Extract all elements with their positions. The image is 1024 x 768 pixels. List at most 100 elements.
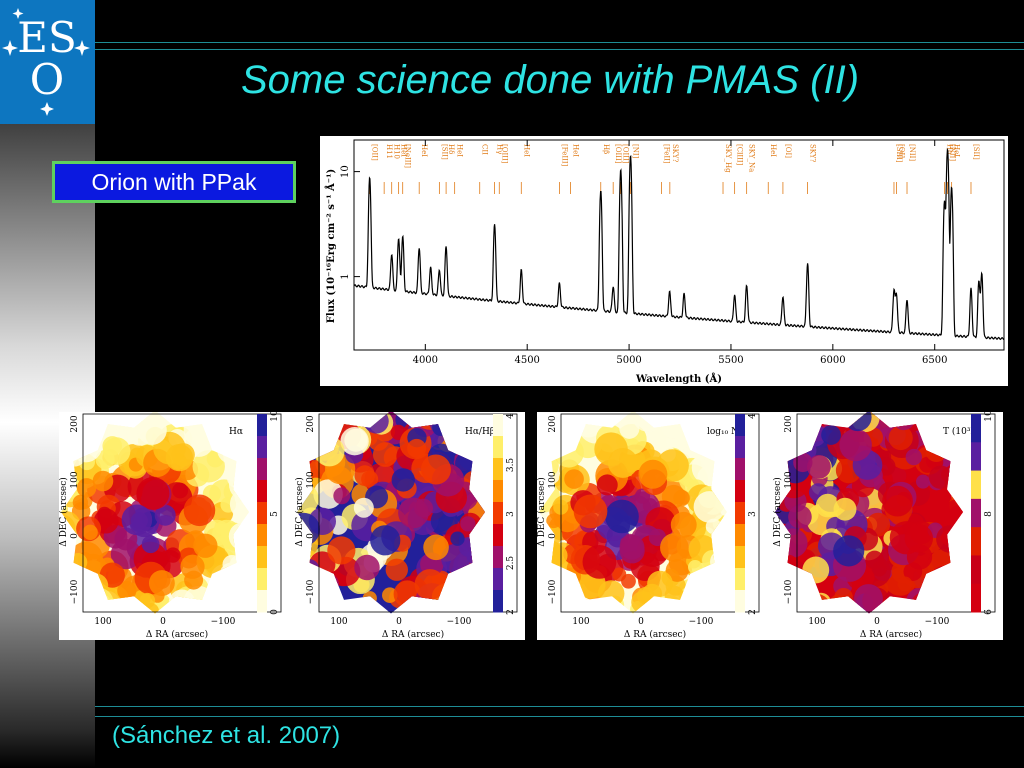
spectrum-line-id: H10 (393, 144, 401, 159)
eso-logo: ES O (0, 0, 95, 124)
spectrum-x-ticks: 4000 4500 5000 5500 6000 6500 (413, 140, 947, 366)
spectrum-line-id: Hδ (447, 144, 455, 154)
spectrum-xtick-label: 6000 (820, 355, 845, 366)
sidebar-gradient (0, 0, 95, 768)
spectrum-line-id: [SIII] (895, 144, 903, 163)
spectrum-line-id: SKY? (809, 144, 817, 162)
map-xtick: −100 (689, 617, 714, 627)
spectrum-line-id: HeI (456, 144, 464, 157)
colorbar-tick: 10 (984, 412, 994, 422)
map-xtick: 100 (572, 617, 589, 627)
map-ytick: 0 (784, 533, 794, 539)
map-label: log₁₀ Nₑ (707, 427, 743, 437)
citation-text: (Sánchez et al. 2007) (112, 722, 341, 749)
colorbar-tick: 0 (270, 609, 280, 615)
divider-top-1 (95, 42, 1024, 43)
spectrum-line-id: [SII] (440, 144, 448, 160)
spectrum-line-id: [OI] (784, 144, 792, 158)
map-ytick: 100 (784, 471, 794, 488)
spectrum-ytick-label: 10 (340, 165, 351, 178)
map-ylabel: Δ DEC (arcsec) (537, 477, 547, 547)
map-ylabel: Δ DEC (arcsec) (294, 477, 305, 547)
spectrum-line-id: [NII] (949, 144, 957, 161)
spectrum-frame (353, 139, 1005, 351)
spectrum-line-id: HeI (953, 144, 961, 157)
spectrum-curve (353, 147, 1005, 341)
colorbar-tick: 2.5 (506, 556, 516, 571)
map-xtick: 100 (94, 617, 111, 627)
logo-text-bottom: O (30, 55, 64, 104)
colorbar-tick: 6 (984, 609, 994, 615)
map-ytick: −100 (70, 579, 80, 604)
map-ytick: −100 (306, 579, 316, 604)
spectrum-xlabel: Wavelength (Å) (635, 373, 722, 385)
map-ytick: 200 (784, 415, 794, 432)
map-xlabel: Δ RA (arcsec) (860, 629, 922, 640)
spectrum-ytick-label: 1 (340, 273, 351, 279)
spectrum-line-id: [NI] (632, 144, 640, 159)
spectrum-line-id: SKY_Na (748, 144, 756, 172)
divider-bottom-2 (95, 716, 1024, 717)
maps-panel-left: Hα 0 5 10 100 0 −100 200 100 0 −100 Δ RA (arcsec) Δ … (58, 410, 525, 640)
colorbar-tick: 2 (506, 609, 516, 615)
spectrum-line-id: [FeII] (662, 144, 670, 164)
map-ytick: 100 (548, 471, 558, 488)
spectrum-line-id: HeI (769, 144, 777, 157)
spectrum-line-id: Hγ (496, 144, 504, 154)
spectrum-line-id: [FeIII] (560, 144, 568, 167)
map-xtick: 100 (808, 617, 825, 627)
spectrum-ylabel: Flux (10⁻¹⁶Erg cm⁻² s⁻¹ Å⁻¹) (325, 169, 337, 323)
spectrum-line-id: HeI (420, 144, 428, 157)
spectrum-line-id: [OII] (371, 144, 379, 161)
maps-panel-right: log₁₀ Nₑ 2 3 4 100 0 −100 200 100 0 −100 Δ RA (arcs… (536, 410, 1003, 640)
colorbar: 0 5 10 (257, 410, 280, 615)
spectrum-line-id: SKY? (671, 144, 679, 162)
map-xtick: 0 (638, 617, 644, 627)
map-xlabel: Δ RA (arcsec) (146, 629, 208, 640)
map-ytick: 100 (70, 471, 80, 488)
spectrum-xtick-label: 5000 (616, 355, 641, 366)
spectrum-line-id: HeI (522, 144, 530, 157)
orion-label-box: Orion with PPak (52, 161, 296, 203)
map-label: T (10³K) (943, 426, 981, 437)
logo-text-top: ES (17, 13, 76, 62)
colorbar-tick: 4 (506, 413, 516, 419)
map-xtick: 0 (396, 617, 402, 627)
map-xtick: −100 (447, 617, 472, 627)
spectrum-line-id: [ClIII] (736, 144, 744, 166)
map-xtick: 100 (330, 617, 347, 627)
logo-stars (2, 8, 90, 116)
map-xtick: −100 (925, 617, 950, 627)
map-ytick: −100 (548, 579, 558, 604)
spectrum-xtick-label: 5500 (718, 355, 743, 366)
spectrum-line-id: [OIII] (622, 144, 630, 164)
spectrum-line-id: SKY_Hg (724, 144, 732, 173)
spectrum-line-id: [OIII] (500, 144, 508, 164)
spectrum-line-id: HeI (400, 144, 408, 157)
spectrum-xtick-label: 6500 (922, 355, 947, 366)
map-ytick: 0 (70, 533, 80, 539)
spectrum-line-id: [OIII] (614, 144, 622, 164)
colorbar: 6 8 10 (971, 410, 994, 615)
slide-title: Some science done with PMAS (II) (240, 58, 860, 102)
spectrum-line-id: HeI (572, 144, 580, 157)
divider-bottom-1 (95, 706, 1024, 707)
spectrum-line-id: [NeIII] (404, 144, 412, 168)
map-xtick: 0 (160, 617, 166, 627)
map-xtick: 0 (874, 617, 880, 627)
colorbar-tick: 5 (270, 511, 280, 517)
map-ytick: −100 (784, 579, 794, 604)
divider-top-2 (95, 49, 1024, 50)
colorbar-tick: 3 (748, 511, 758, 517)
spectrum-line-id: H11 (385, 144, 393, 159)
spectrum-line-id: [OI] (897, 144, 905, 158)
colorbar-tick: 2 (748, 609, 758, 615)
spectrum-line-id: Hβ (602, 144, 610, 154)
